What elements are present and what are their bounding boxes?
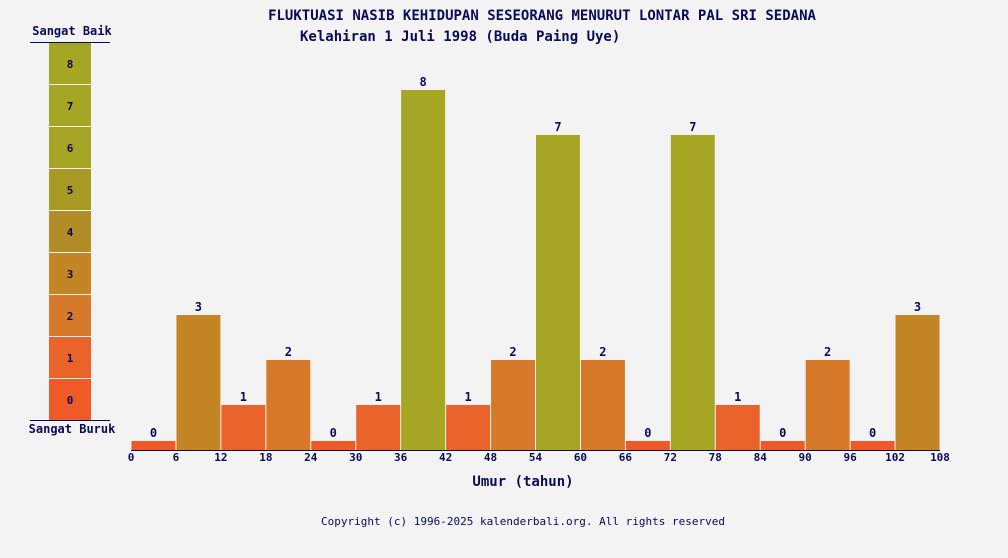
bar-value-label: 8 [420,75,427,89]
bar-value-label: 7 [689,120,696,134]
scale-level-label: 3 [67,268,74,281]
bar-value-label: 0 [869,426,876,440]
x-tick-label: 6 [173,451,180,464]
scale-cell [49,43,91,84]
bar [625,441,670,450]
bar-value-label: 0 [330,426,337,440]
bar-value-label: 0 [779,426,786,440]
bar-value-label: 2 [285,345,292,359]
scale-cell [49,253,91,294]
chart-title: FLUKTUASI NASIB KEHIDUPAN SESEORANG MENU… [268,8,816,24]
bar [895,315,940,450]
bar [131,441,176,450]
x-axis-label: Umur (tahun) [472,474,574,490]
x-tick-label: 30 [349,451,362,464]
scale-level-label: 2 [67,310,74,323]
bar [221,405,266,450]
bar-value-label: 7 [554,120,561,134]
scale-cell [49,337,91,378]
bar-value-label: 0 [644,426,651,440]
scale-level-label: 8 [67,58,74,71]
bar [446,405,491,450]
scale-level-label: 7 [67,100,74,113]
scale-bottom-label: Sangat Buruk [28,422,116,436]
x-tick-label: 0 [128,451,135,464]
bar-value-label: 0 [150,426,157,440]
x-tick-label: 84 [754,451,768,464]
bar [356,405,401,450]
scale-level-label: 6 [67,142,74,155]
x-axis: 0 6 12 18 24 30 36 42 48 54 60 66 72 78 84 90 96 102 108 [128,450,950,464]
scale-level-label: 0 [67,394,74,407]
x-tick-label: 54 [529,451,543,464]
bar [311,441,356,450]
bar-value-label: 1 [240,390,247,404]
scale-level-label: 4 [67,226,74,239]
x-tick-label: 108 [930,451,950,464]
bar-value-label: 2 [824,345,831,359]
bar [850,441,895,450]
bar [491,360,535,450]
x-tick-label: 96 [843,451,857,464]
fortune-scale: 0 1 2 3 4 5 6 7 8 [30,42,110,421]
bar-value-label: 2 [509,345,516,359]
x-tick-label: 24 [304,451,318,464]
bar [580,360,625,450]
chart-subtitle: Kelahiran 1 Juli 1998 (Buda Paing Uye) [300,29,621,45]
bar [715,405,760,450]
scale-cell [49,295,91,336]
scale-cell [49,379,91,420]
bar-value-label: 1 [734,390,741,404]
scale-level-label: 5 [67,184,74,197]
scale-cell [49,169,91,210]
x-tick-label: 48 [484,451,497,464]
scale-cell [49,211,91,252]
bar-value-label: 3 [195,300,202,314]
scale-cell [49,127,91,168]
copyright-text: Copyright (c) 1996-2025 kalenderbali.org… [321,515,725,528]
bar [176,315,221,450]
x-tick-label: 102 [885,451,905,464]
x-tick-label: 66 [619,451,633,464]
bar-value-label: 2 [599,345,606,359]
x-tick-label: 78 [709,451,722,464]
x-tick-label: 18 [259,451,272,464]
x-tick-label: 60 [574,451,587,464]
bar [760,441,805,450]
bar-value-label: 1 [375,390,382,404]
bar [401,90,446,450]
x-tick-label: 90 [799,451,812,464]
x-tick-label: 36 [394,451,408,464]
bar [536,135,580,450]
bar-value-label: 1 [464,390,471,404]
x-tick-label: 72 [664,451,677,464]
scale-top-label: Sangat Baik [32,24,112,38]
bar [805,360,850,450]
bar [670,135,715,450]
bar [266,360,311,450]
x-tick-label: 12 [214,451,227,464]
bar-value-label: 3 [914,300,921,314]
scale-cell [49,85,91,126]
x-tick-label: 42 [439,451,452,464]
scale-level-label: 1 [67,352,74,365]
